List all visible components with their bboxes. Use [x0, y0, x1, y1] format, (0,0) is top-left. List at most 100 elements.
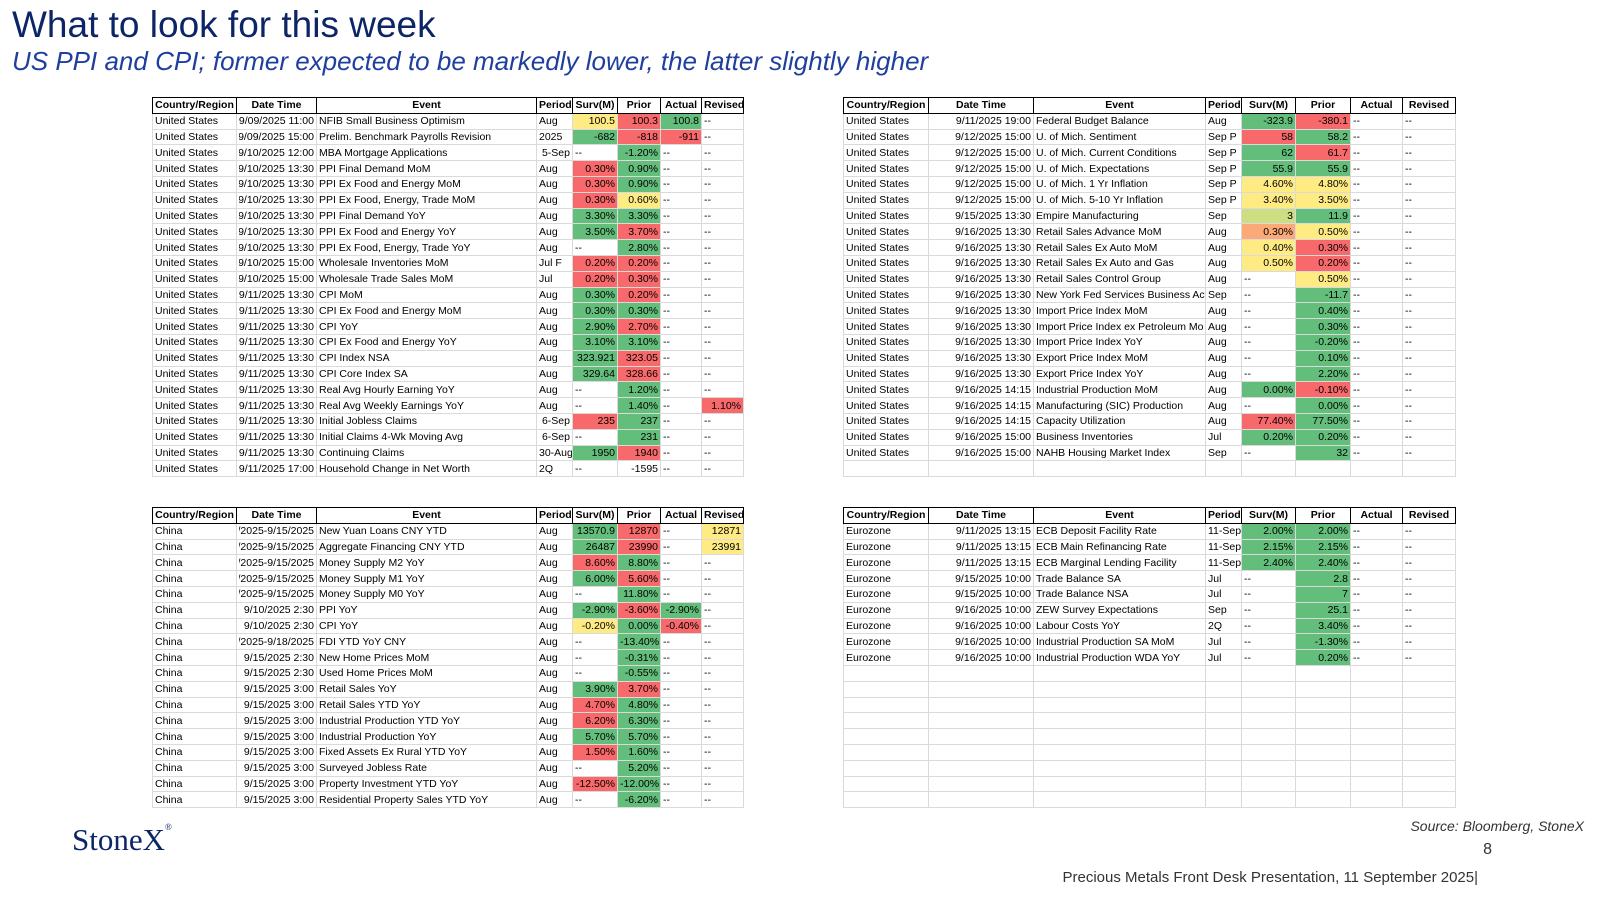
cell-clip: 9/15/2025-9/18/2025 [239, 635, 314, 649]
table-cell [1295, 791, 1351, 809]
table-cell: -- [1350, 601, 1403, 619]
table-cell [1205, 728, 1242, 745]
table-cell: 0.20% [1295, 649, 1351, 666]
cell-text: -- [704, 257, 711, 270]
calendar-table: Country/Region Date Time Event Period Surv(M… [152, 507, 744, 809]
table-cell: 55.9 [1241, 160, 1296, 177]
table-row: United States 9/12/2025 15:00 U. of Mich. … [843, 128, 1456, 146]
cell-text: -- [663, 273, 670, 286]
cell-text: Industrial Production MoM [1036, 383, 1158, 396]
table-row: China 9/10/2025 2:30 PPI YoY Aug -2.90% -3.60… [152, 601, 744, 619]
table-cell: 9/16/2025 13:30 [928, 302, 1034, 320]
table-cell: 3.30% [572, 207, 618, 225]
cell-text: ECB Main Refinancing Rate [1036, 540, 1167, 553]
table-cell: 7 [1295, 585, 1351, 603]
table-cell: United States [843, 333, 929, 351]
table-row: United States 9/12/2025 15:00 U. of Mich. … [843, 191, 1456, 209]
table-cell: -3.60% [617, 601, 661, 619]
table-cell: -- [701, 365, 744, 383]
cell-clip: 9/15/2025 3:00 [239, 793, 314, 807]
table-cell [843, 728, 929, 745]
cell-text: Jul [539, 273, 553, 286]
table-cell: 25.1 [1295, 601, 1351, 619]
cell-text: Retail Sales YoY [319, 683, 397, 696]
cell-text: Aug [1208, 415, 1227, 428]
date-time: 9/10/2025 2:30 [243, 604, 314, 617]
cell-text: 0.20% [628, 257, 658, 270]
cell-text: Eurozone [846, 540, 891, 553]
table-cell: 323.921 [572, 349, 618, 367]
date-time: 9/16/2025 10:00 [955, 651, 1031, 664]
table-cell: -- [701, 444, 744, 462]
date-time: 9/15/2025 2:30 [243, 667, 314, 680]
table-cell: Retail Sales Control Group [1033, 270, 1206, 288]
cell-text: 12871 [711, 525, 741, 538]
table-row: United States 9/16/2025 13:30 Retail Sales… [843, 254, 1456, 272]
cell-text: Wholesale Inventories MoM [319, 257, 449, 270]
table-cell [1402, 712, 1456, 730]
table-cell: -- [1402, 175, 1456, 193]
cell-text: Jul [1208, 572, 1222, 585]
cell-text: 30-Aug [539, 446, 573, 459]
table-row: United States 9/11/2025 13:30 CPI Ex Food … [152, 302, 744, 320]
calendar-table: Country/Region Date Time Event Period Surv(M… [843, 507, 1456, 809]
cell-text: -- [704, 241, 711, 254]
table-cell: -0.31% [617, 649, 661, 666]
table-cell [843, 664, 929, 682]
cell-text: 5.70% [585, 730, 615, 743]
table-cell: 9/15/2025 3:00 [236, 791, 317, 809]
table-cell: Sep [1205, 444, 1242, 462]
table-cell: United States [152, 302, 237, 320]
cell-text: 323.921 [577, 352, 615, 365]
table-row: Eurozone 9/16/2025 10:00 Industrial Produc… [843, 633, 1456, 651]
table-cell: 30-Aug [536, 444, 573, 462]
cell-text: 323.05 [625, 352, 658, 365]
cell-text: Aug [539, 667, 558, 680]
table-cell: -- [660, 207, 702, 225]
cell-text: Residential Property Sales YTD YoY [319, 793, 489, 806]
cell-text: Eurozone [846, 635, 891, 648]
cell-clip: 9/16/2025 10:00 [931, 603, 1031, 617]
table-cell: 0.30% [1295, 318, 1351, 335]
table-cell: -- [1241, 633, 1296, 651]
table-cell: Trade Balance SA [1033, 570, 1206, 587]
table-cell: -- [1402, 112, 1456, 130]
table-row: United States 9/16/2025 13:30 Retail Sales… [843, 223, 1456, 241]
cell-text: 237 [640, 415, 658, 428]
cell-text: Aug [539, 225, 558, 238]
date-time: 9/16/2025 15:00 [955, 431, 1031, 444]
date-time: 9/10/2025 13:30 [239, 209, 314, 222]
cell-text: 0.30% [585, 162, 615, 175]
cell-text: 6.00% [585, 572, 615, 585]
table-cell: -- [1350, 223, 1403, 241]
cell-text: CPI Ex Food and Energy MoM [319, 304, 462, 317]
table-cell: 9/11/2025 13:30 [236, 428, 317, 446]
table-cell: -- [701, 128, 744, 146]
cell-text: New York Fed Services Business Act [1036, 288, 1206, 301]
date-time: 9/11/2025 13:30 [239, 383, 314, 396]
cell-text: -- [575, 241, 582, 254]
cell-text: 0.20% [1318, 651, 1348, 664]
table-cell: -- [701, 239, 744, 256]
cell-text: -- [1244, 288, 1251, 301]
table-cell: Initial Jobless Claims [316, 412, 537, 430]
cell-text: Retail Sales Ex Auto MoM [1036, 241, 1158, 254]
table-cell: 12871 [701, 522, 744, 540]
cell-text: Aug [539, 651, 558, 664]
table-cell: Eurozone [843, 585, 929, 603]
cell-text: -- [663, 336, 670, 349]
table-cell: United States [843, 428, 929, 446]
table-cell [843, 712, 929, 730]
cell-clip: 9/12/2025 15:00 [931, 177, 1031, 191]
cell-text: Aug [539, 793, 558, 806]
table-cell [1402, 759, 1456, 777]
date-time: 9/16/2025 13:30 [955, 257, 1031, 270]
table-cell: Aug [536, 191, 573, 209]
table-cell [1402, 775, 1456, 793]
cell-text: -- [1353, 525, 1360, 538]
table-row: Eurozone 9/11/2025 13:15 ECB Main Refinanc… [843, 538, 1456, 556]
cell-text: -- [1353, 431, 1360, 444]
table-cell: Aug [536, 791, 573, 809]
table-cell [1402, 791, 1456, 809]
cell-text: United States [846, 446, 910, 459]
